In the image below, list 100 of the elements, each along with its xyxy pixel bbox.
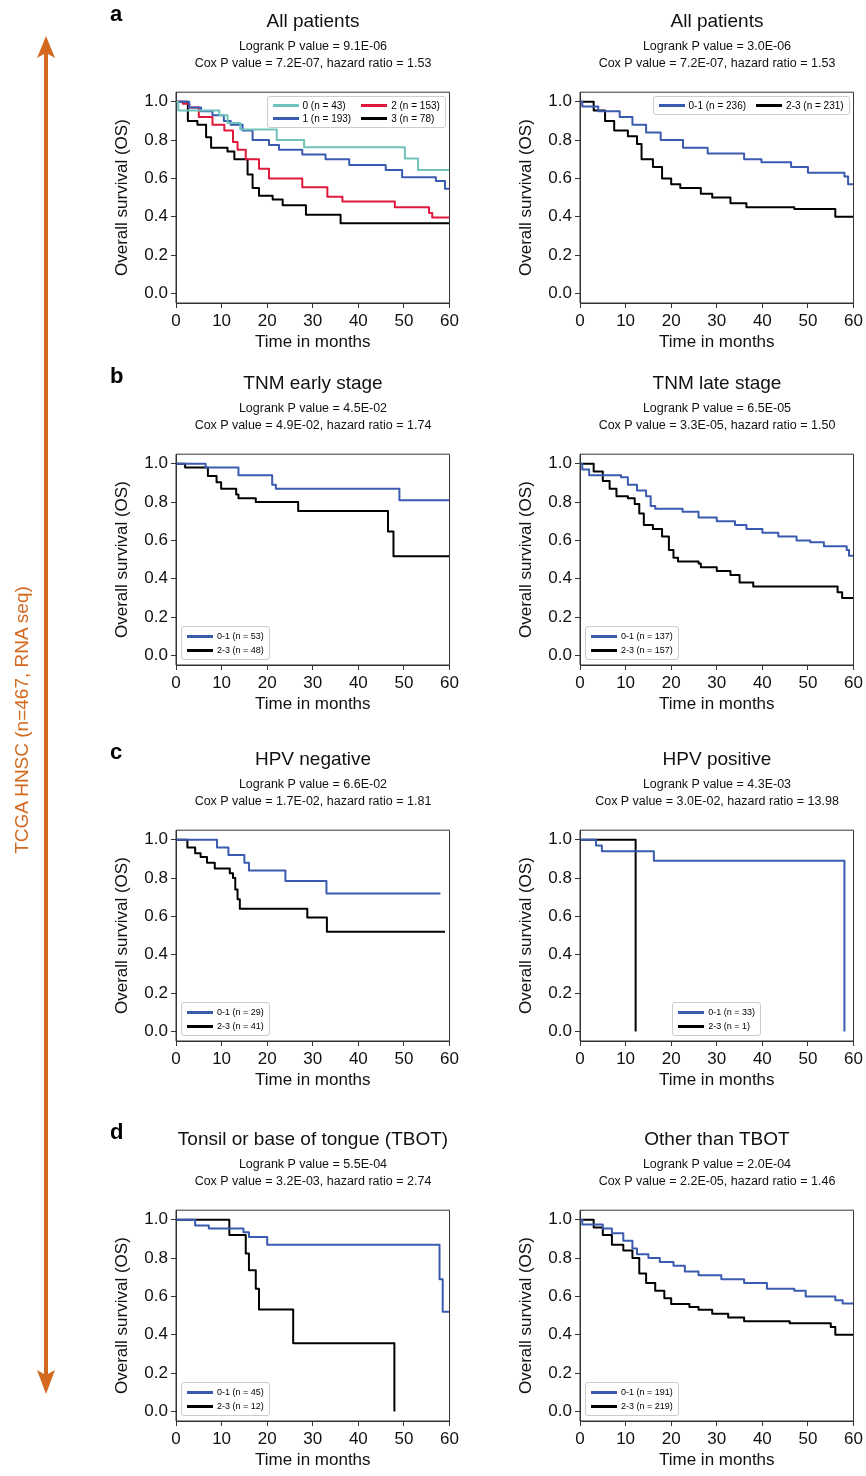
x-tick-label: 40 bbox=[348, 1428, 368, 1448]
y-tick-label: 0.2 bbox=[548, 244, 572, 264]
y-axis-title: Overall survival (OS) bbox=[111, 119, 131, 277]
x-tick-label: 60 bbox=[440, 672, 460, 692]
y-tick-label: 0.6 bbox=[548, 530, 572, 550]
x-tick-label: 50 bbox=[798, 1428, 818, 1448]
legend-label: 2 (n = 153) bbox=[391, 99, 440, 113]
chart-title: HPV positive bbox=[661, 747, 773, 771]
legend-label: 0-1 (n = 191) bbox=[621, 1386, 673, 1399]
y-tick-label: 0.2 bbox=[548, 606, 572, 626]
y-tick-label: 0.2 bbox=[144, 244, 168, 264]
y-axis-title: Overall survival (OS) bbox=[111, 481, 131, 639]
chart-title: All patients bbox=[266, 10, 360, 31]
chart-subtitle: Logrank P value = 3.0E-06 Cox P value = 7.2E-07, hazard ratio = 1.53 bbox=[597, 38, 837, 72]
y-tick-label: 0.6 bbox=[144, 530, 168, 550]
chart-title: HPV negative bbox=[254, 748, 372, 769]
chart-title: TNM early stage bbox=[243, 372, 383, 393]
y-tick-label: 0.8 bbox=[144, 129, 168, 149]
y-tick-label: 0.0 bbox=[548, 645, 572, 665]
legend-label: 0-1 (n = 137) bbox=[621, 630, 673, 643]
y-tick-label: 0.2 bbox=[144, 982, 168, 1002]
x-tick-label: 60 bbox=[440, 1428, 460, 1448]
y-axis-title: Overall survival (OS) bbox=[515, 119, 535, 277]
y-tick-label: 0.0 bbox=[144, 283, 168, 303]
text: a bbox=[110, 1, 123, 27]
x-tick-label: 10 bbox=[212, 1428, 232, 1448]
text: c bbox=[110, 739, 123, 765]
legend-label: 2-3 (n = 157) bbox=[621, 644, 673, 657]
x-tick-label: 50 bbox=[798, 1048, 818, 1068]
y-tick-label: 0.2 bbox=[548, 1362, 572, 1382]
y-tick-label: 0.6 bbox=[144, 1286, 168, 1306]
y-tick-label: 1.0 bbox=[144, 1209, 168, 1229]
x-tick-label: 40 bbox=[348, 310, 368, 330]
x-tick-label: 30 bbox=[303, 1048, 323, 1068]
x-tick-label: 0 bbox=[171, 1048, 181, 1068]
y-tick-label: 0.0 bbox=[548, 283, 572, 303]
text: TCGA HNSC (n=467, RNA seq) bbox=[11, 586, 33, 854]
y-tick-label: 0.8 bbox=[548, 129, 572, 149]
x-tick-label: 30 bbox=[303, 672, 323, 692]
chart-title: Other than TBOT bbox=[643, 1127, 791, 1151]
legend-label: 0-1 (n = 53) bbox=[217, 630, 264, 643]
x-tick-label: 30 bbox=[303, 310, 323, 330]
x-tick-label: 10 bbox=[616, 1048, 636, 1068]
text: b bbox=[110, 363, 124, 389]
x-tick-label: 40 bbox=[348, 1048, 368, 1068]
y-tick-label: 1.0 bbox=[144, 829, 168, 849]
x-tick-label: 20 bbox=[661, 672, 681, 692]
text: d bbox=[110, 1119, 124, 1145]
x-tick-label: 0 bbox=[171, 1428, 181, 1448]
x-tick-label: 60 bbox=[440, 1048, 460, 1068]
x-tick-label: 0 bbox=[171, 672, 181, 692]
x-tick-label: 0 bbox=[575, 672, 585, 692]
y-tick-label: 0.0 bbox=[144, 1401, 168, 1421]
y-tick-label: 0.8 bbox=[548, 1247, 572, 1267]
x-tick-label: 30 bbox=[707, 1428, 727, 1448]
x-axis-title: Time in months bbox=[254, 1450, 371, 1470]
x-tick-label: 20 bbox=[661, 310, 681, 330]
y-tick-label: 0.8 bbox=[548, 867, 572, 887]
chart-subtitle: Logrank P value = 2.0E-04 Cox P value = 2.2E-05, hazard ratio = 1.46 bbox=[597, 1156, 837, 1190]
x-tick-label: 30 bbox=[707, 1048, 727, 1068]
chart-subtitle: Logrank P value = 9.1E-06 Cox P value = 7.2E-07, hazard ratio = 1.53 bbox=[193, 38, 433, 72]
x-axis-title: Time in months bbox=[658, 1450, 775, 1470]
legend-label: 2-3 (n = 231) bbox=[786, 99, 844, 113]
y-tick-label: 1.0 bbox=[548, 829, 572, 849]
y-tick-label: 1.0 bbox=[144, 91, 168, 111]
y-tick-label: 0.4 bbox=[548, 568, 572, 588]
x-tick-label: 20 bbox=[661, 1428, 681, 1448]
y-tick-label: 0.8 bbox=[548, 491, 572, 511]
y-tick-label: 0.4 bbox=[548, 206, 572, 226]
x-tick-label: 0 bbox=[575, 310, 585, 330]
x-tick-label: 60 bbox=[440, 310, 460, 330]
y-tick-label: 0.4 bbox=[144, 568, 168, 588]
y-axis-title: Overall survival (OS) bbox=[515, 857, 535, 1015]
y-tick-label: 0.0 bbox=[144, 1021, 168, 1041]
y-tick-label: 0.4 bbox=[548, 944, 572, 964]
x-tick-label: 0 bbox=[575, 1048, 585, 1068]
y-tick-label: 0.6 bbox=[144, 168, 168, 188]
chart-title: TNM late stage bbox=[651, 371, 783, 395]
legend-label: 2-3 (n = 12) bbox=[217, 1400, 264, 1413]
y-tick-label: 0.8 bbox=[144, 491, 168, 511]
legend-label: 2-3 (n = 219) bbox=[621, 1400, 673, 1413]
legend-label: 0-1 (n = 236) bbox=[688, 99, 747, 113]
legend-label: 0-1 (n = 29) bbox=[217, 1006, 264, 1019]
x-tick-label: 40 bbox=[752, 310, 772, 330]
x-tick-label: 50 bbox=[394, 1048, 414, 1068]
x-tick-label: 0 bbox=[171, 310, 181, 330]
x-tick-label: 30 bbox=[707, 672, 727, 692]
y-tick-label: 1.0 bbox=[548, 453, 572, 473]
x-tick-label: 30 bbox=[707, 310, 727, 330]
y-tick-label: 0.2 bbox=[548, 982, 572, 1002]
x-tick-label: 10 bbox=[616, 672, 636, 692]
x-axis-title: Time in months bbox=[254, 694, 371, 714]
chart-subtitle: Logrank P value = 4.3E-03 Cox P value = 3.0E-02, hazard ratio = 13.98 bbox=[594, 776, 840, 810]
x-tick-label: 40 bbox=[752, 672, 772, 692]
x-tick-label: 20 bbox=[257, 1048, 277, 1068]
chart-subtitle: Logrank P value = 5.5E-04 Cox P value = 3.2E-03, hazard ratio = 2.74 bbox=[193, 1156, 433, 1190]
legend-label: 3 (n = 78) bbox=[391, 112, 435, 126]
legend-label: 2-3 (n = 1) bbox=[708, 1020, 751, 1033]
x-tick-label: 10 bbox=[616, 1428, 636, 1448]
x-tick-label: 10 bbox=[212, 1048, 232, 1068]
